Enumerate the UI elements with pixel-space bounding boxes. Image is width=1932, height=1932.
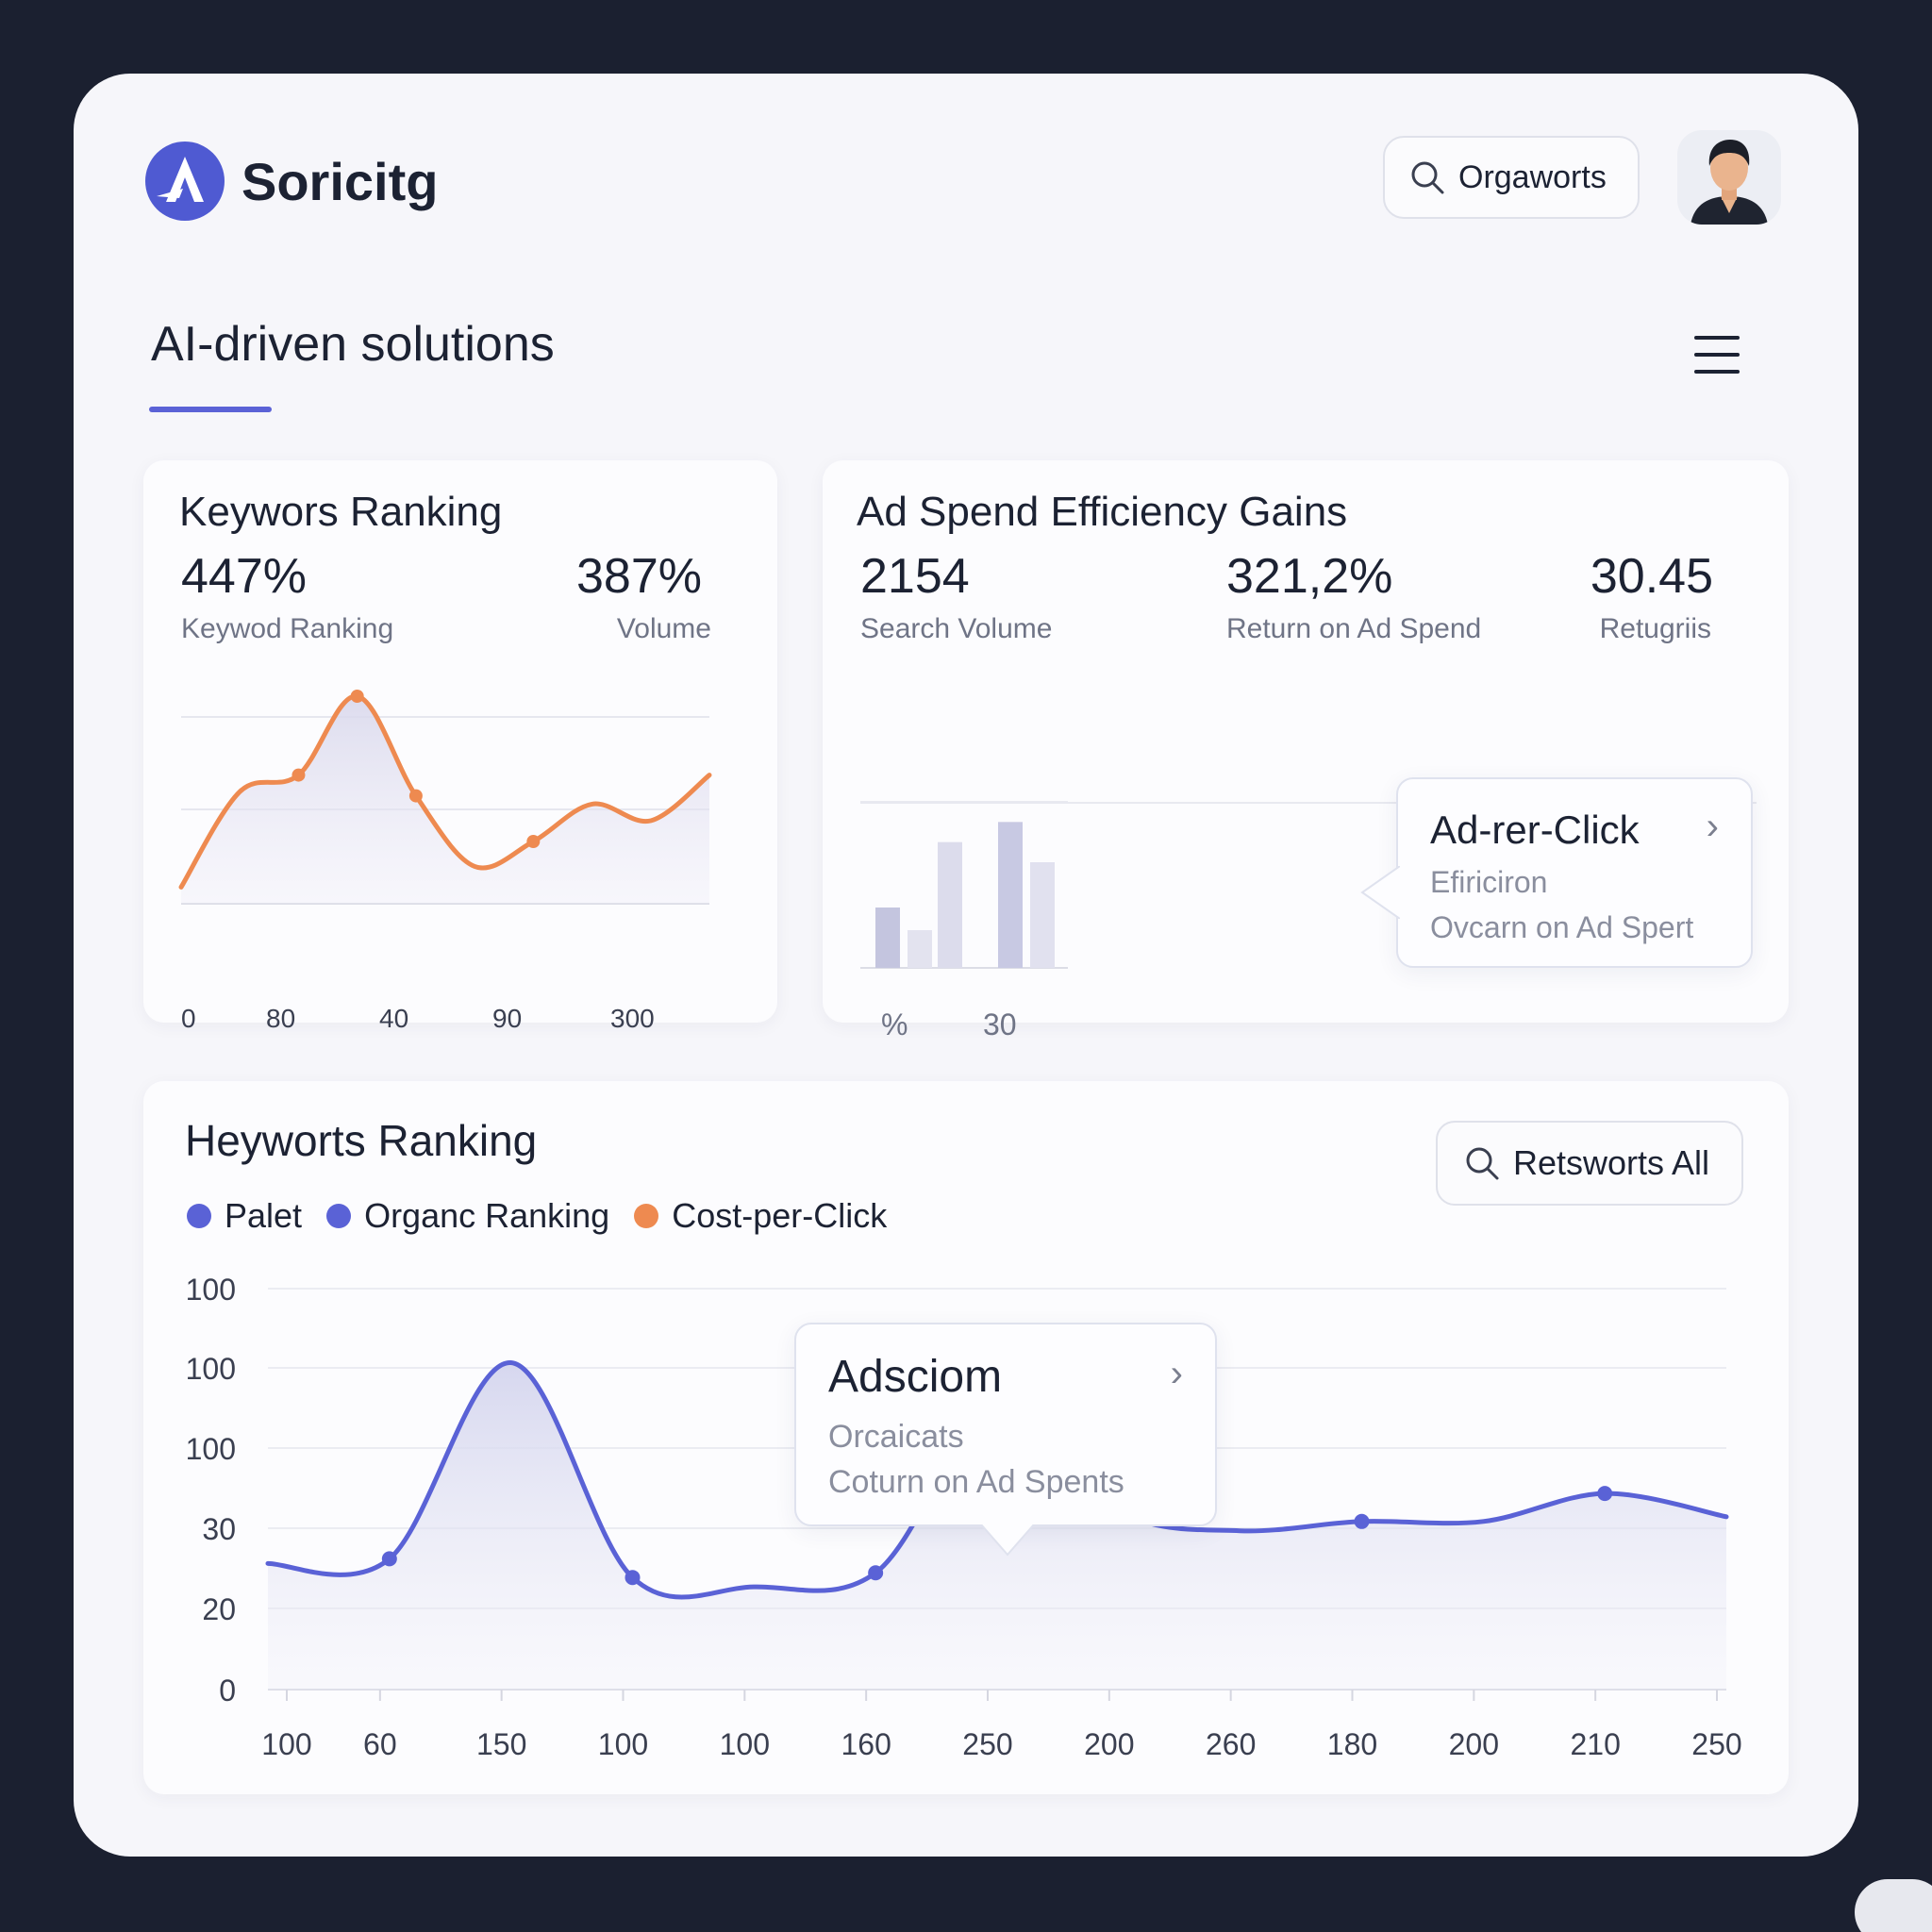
ranking-data-point[interactable] (868, 1565, 884, 1581)
user-avatar[interactable] (1677, 130, 1781, 225)
ranking-data-point[interactable] (625, 1570, 641, 1586)
ad-bar[interactable] (908, 930, 932, 968)
ranking-card: Heyworts Ranking Retsworts All Palet Org… (143, 1081, 1789, 1794)
header-search-button[interactable]: Orgaworts (1383, 136, 1640, 219)
keyword-data-point[interactable] (526, 835, 541, 848)
help-bubble[interactable] (1855, 1879, 1932, 1932)
keyword-x-tick: 300 (610, 1004, 655, 1033)
search-volume-label: Search Volume (860, 613, 1053, 644)
ranking-x-tick: 160 (841, 1727, 891, 1761)
ranking-y-tick: 20 (202, 1592, 236, 1626)
ranking-x-tick: 250 (962, 1727, 1012, 1761)
ad-tooltip-line2: Ovcarn on Ad Spert (1430, 910, 1694, 944)
ad-tooltip[interactable]: Ad-rer-Click › Efiriciron Ovcarn on Ad S… (1360, 777, 1753, 968)
ranking-data-point[interactable] (1597, 1486, 1613, 1502)
ranking-tooltip[interactable]: Adsciom › Orcaicats Coturn on Ad Spents (794, 1323, 1217, 1557)
legend-label: Cost-per-Click (672, 1196, 888, 1235)
ranking-tooltip-line2: Coturn on Ad Spents (828, 1464, 1124, 1500)
section-title: AI-driven solutions (151, 317, 555, 372)
ranking-x-tick: 60 (363, 1727, 397, 1761)
ranking-x-tick: 250 (1691, 1727, 1741, 1761)
app-window: Soricitg Orgaworts AI-driven solutions K… (74, 74, 1932, 1932)
search-icon (1411, 161, 1444, 194)
ad-bar[interactable] (938, 841, 962, 968)
keyword-x-tick: 90 (492, 1004, 523, 1033)
ranking-y-tick: 100 (186, 1432, 236, 1466)
search-volume-value: 2154 (860, 549, 970, 604)
avatar-portrait-icon (1690, 140, 1768, 225)
legend-item[interactable]: Organc Ranking (326, 1196, 609, 1236)
logo-icon (145, 142, 225, 221)
ad-card-title: Ad Spend Efficiency Gains (857, 489, 1348, 535)
keyword-stat-label: Keywod Ranking (181, 613, 394, 644)
keyword-x-tick: 0 (181, 1004, 196, 1033)
ranking-y-tick: 100 (186, 1273, 236, 1307)
hamburger-menu-icon[interactable] (1694, 336, 1740, 374)
ranking-y-tick: 0 (219, 1674, 236, 1707)
ranking-x-tick: 200 (1449, 1727, 1499, 1761)
keyword-data-point[interactable] (350, 690, 364, 703)
ad-x-tick: % (881, 1008, 908, 1041)
chevron-right-icon[interactable]: › (1706, 806, 1719, 847)
ad-bar[interactable] (998, 822, 1023, 968)
ranking-x-tick: 180 (1327, 1727, 1377, 1761)
ranking-card-title: Heyworts Ranking (185, 1116, 538, 1165)
ad-x-tick: 30 (983, 1008, 1017, 1041)
keyword-card-title: Keywors Ranking (179, 489, 503, 535)
ranking-y-tick: 100 (186, 1352, 236, 1386)
legend-dot (187, 1204, 211, 1228)
tooltip-pointer-icon (981, 1524, 1034, 1557)
returns-value: 30.45 (1590, 549, 1713, 604)
results-all-button[interactable]: Retsworts All (1436, 1121, 1743, 1206)
legend-label: Palet (225, 1196, 303, 1235)
ranking-x-tick: 150 (476, 1727, 526, 1761)
ad-spend-card: Ad Spend Efficiency Gains 2154 Search Vo… (823, 460, 1789, 1041)
ad-tooltip-line1: Efiriciron (1430, 865, 1548, 899)
roas-value: 321,2% (1226, 549, 1393, 604)
keyword-data-point[interactable] (291, 768, 306, 782)
section-underline (149, 407, 272, 412)
ad-bar-chart (860, 801, 1068, 969)
ranking-x-tick: 100 (598, 1727, 648, 1761)
ranking-x-tick: 260 (1206, 1727, 1256, 1761)
volume-stat-label: Volume (616, 613, 711, 644)
keyword-line-chart (178, 690, 712, 905)
returns-label: Retugriis (1599, 613, 1711, 644)
ranking-x-tick: 200 (1084, 1727, 1134, 1761)
legend-label: Organc Ranking (364, 1196, 610, 1235)
brand-name: Soricitg (242, 152, 439, 211)
legend-dot (326, 1204, 352, 1228)
ranking-y-tick: 30 (202, 1512, 236, 1546)
ranking-data-point[interactable] (381, 1551, 397, 1567)
search-icon (1466, 1147, 1499, 1180)
ranking-tooltip-title: Adsciom (828, 1352, 1003, 1402)
chart-legend: Palet Organc Ranking Cost-per-Click (187, 1196, 911, 1236)
volume-stat-value: 387% (576, 549, 702, 604)
ranking-x-tick: 100 (261, 1727, 311, 1761)
legend-item[interactable]: Palet (187, 1196, 302, 1236)
ranking-x-tick: 210 (1570, 1727, 1620, 1761)
legend-dot (634, 1204, 659, 1228)
ad-bar[interactable] (1030, 862, 1055, 968)
header-search-label: Orgaworts (1458, 158, 1607, 195)
ad-bar[interactable] (875, 908, 900, 968)
keyword-stat-value: 447% (181, 549, 307, 604)
keyword-area-fill (181, 695, 709, 904)
roas-label: Return on Ad Spend (1226, 613, 1482, 644)
results-all-label: Retsworts All (1513, 1143, 1710, 1182)
ranking-data-point[interactable] (1354, 1513, 1370, 1529)
ranking-x-tick: 100 (720, 1727, 770, 1761)
ad-chart-gridline (860, 802, 1757, 804)
ranking-tooltip-line1: Orcaicats (828, 1419, 964, 1455)
keyword-series-line (178, 693, 712, 890)
keyword-ranking-card: Keywors Ranking 447% Keywod Ranking 387%… (143, 460, 777, 1033)
keyword-x-tick: 80 (266, 1004, 296, 1033)
ad-tooltip-title: Ad-rer-Click (1430, 808, 1640, 852)
keyword-x-tick: 40 (379, 1004, 409, 1033)
legend-item[interactable]: Cost-per-Click (634, 1196, 887, 1236)
keyword-data-point[interactable] (408, 789, 423, 803)
tooltip-pointer-icon (1360, 866, 1400, 919)
chevron-right-icon[interactable]: › (1170, 1353, 1183, 1394)
